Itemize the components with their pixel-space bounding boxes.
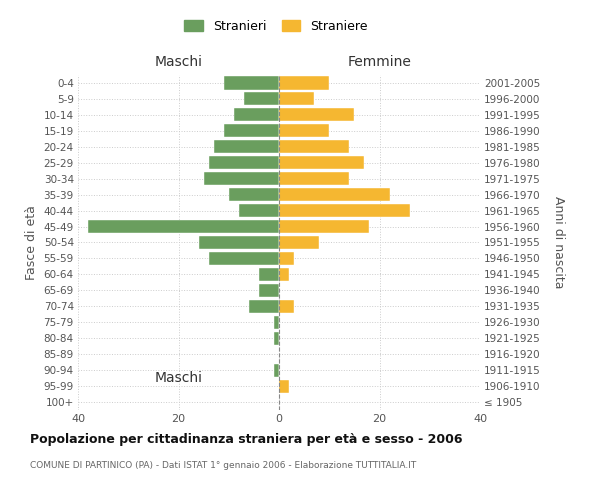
Text: Maschi: Maschi [155,372,203,386]
Bar [234,108,279,122]
Bar [239,204,279,217]
Bar [199,236,279,249]
Bar [279,268,289,281]
Bar [279,300,294,313]
Bar [229,188,279,201]
Text: Femmine: Femmine [347,55,412,69]
Bar [279,204,410,217]
Bar [244,92,279,106]
Bar [279,188,389,201]
Text: Maschi: Maschi [155,55,203,69]
Bar [224,124,279,138]
Bar [279,92,314,106]
Text: COMUNE DI PARTINICO (PA) - Dati ISTAT 1° gennaio 2006 - Elaborazione TUTTITALIA.: COMUNE DI PARTINICO (PA) - Dati ISTAT 1°… [30,460,416,469]
Bar [279,172,349,185]
Bar [274,316,279,329]
Bar [274,332,279,345]
Y-axis label: Fasce di età: Fasce di età [25,205,38,280]
Bar [274,364,279,376]
Y-axis label: Anni di nascita: Anni di nascita [552,196,565,289]
Bar [209,252,279,265]
Bar [279,380,289,392]
Bar [259,268,279,281]
Bar [279,220,370,233]
Bar [214,140,279,153]
Bar [209,156,279,170]
Text: Popolazione per cittadinanza straniera per età e sesso - 2006: Popolazione per cittadinanza straniera p… [30,432,463,446]
Bar [279,124,329,138]
Bar [279,140,349,153]
Bar [279,252,294,265]
Bar [259,284,279,297]
Bar [249,300,279,313]
Bar [88,220,279,233]
Bar [279,76,329,90]
Bar [279,108,355,122]
Bar [203,172,279,185]
Bar [279,156,364,170]
Legend: Stranieri, Straniere: Stranieri, Straniere [181,16,371,37]
Bar [279,236,319,249]
Bar [224,76,279,90]
